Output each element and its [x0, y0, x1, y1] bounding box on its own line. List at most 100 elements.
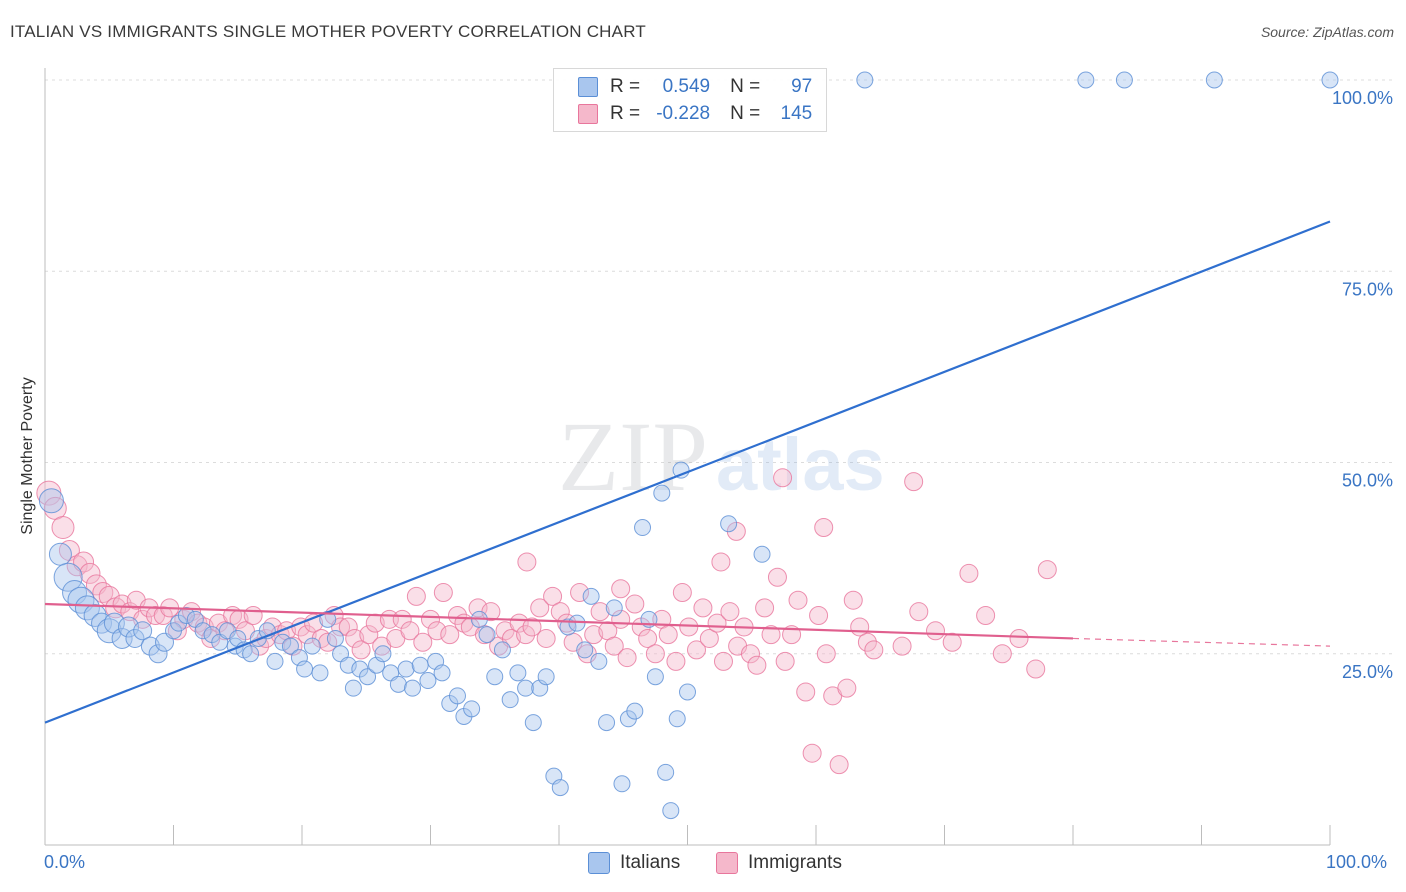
legend-item-immigrants[interactable]: Immigrants — [716, 852, 842, 874]
immigrants-point — [645, 644, 665, 664]
italians-point — [389, 675, 407, 693]
immigrants-point — [543, 586, 563, 606]
italians-point — [613, 775, 631, 793]
italians-point — [433, 664, 451, 682]
immigrants-point — [679, 617, 699, 637]
immigrants-point — [604, 636, 624, 656]
italians-point — [326, 629, 344, 647]
immigrants-point — [658, 625, 678, 645]
italians-point — [194, 622, 212, 640]
immigrants-point — [666, 651, 686, 671]
immigrants-trend-line — [44, 602, 1074, 640]
italians-point — [634, 519, 652, 537]
y-tick-label: 100.0% — [1332, 88, 1393, 108]
italians-point — [598, 714, 616, 732]
immigrants-point — [557, 613, 577, 633]
immigrants-point — [788, 590, 808, 610]
italians-point — [48, 542, 72, 566]
immigrants-point — [699, 628, 719, 648]
italians-point — [448, 687, 466, 705]
immigrants-point — [338, 617, 358, 637]
italians-point — [646, 668, 664, 686]
legend-n-label: N = — [730, 103, 761, 124]
italians-point — [493, 641, 511, 659]
italians-point — [509, 664, 527, 682]
italians-point — [133, 621, 153, 641]
italians-point — [478, 626, 496, 644]
immigrants-point — [1026, 659, 1046, 679]
immigrants-point — [992, 644, 1012, 664]
immigrants-point — [73, 551, 95, 573]
immigrants-point — [802, 743, 822, 763]
immigrants-legend-swatch — [716, 852, 738, 874]
immigrants-point — [843, 590, 863, 610]
italians-point — [148, 644, 168, 664]
italians-point — [582, 587, 600, 605]
italians-point — [486, 668, 504, 686]
legend-n-label: N = — [730, 76, 761, 97]
immigrants-point — [570, 583, 590, 603]
immigrants-point — [761, 625, 781, 645]
immigrants-point — [243, 606, 263, 625]
italians-point — [662, 802, 680, 820]
italians-point — [281, 637, 299, 655]
x-tick-max: 100.0% — [1326, 852, 1388, 872]
italians-point — [91, 612, 113, 634]
italians-point — [103, 612, 125, 634]
source-label: Source: ZipAtlas.com — [1260, 24, 1394, 40]
italians-point — [242, 645, 260, 663]
immigrants-point — [433, 583, 453, 603]
y-tick-labels: 25.0% 50.0% 75.0% 100.0% — [1332, 88, 1393, 682]
immigrants-point — [440, 625, 460, 645]
italians-point — [344, 679, 362, 697]
immigrants-point — [959, 563, 979, 583]
immigrants-point — [672, 583, 692, 603]
immigrants-point — [297, 625, 317, 645]
immigrants-point — [421, 609, 440, 629]
italians-point — [626, 702, 644, 720]
axes — [44, 68, 1331, 846]
italians-point — [679, 683, 696, 701]
legend-item-italians[interactable]: Italians — [588, 852, 680, 874]
immigrants-point — [755, 598, 775, 618]
immigrants-legend-label: Immigrants — [748, 852, 842, 873]
italians-point — [657, 763, 675, 781]
italians-point — [274, 633, 292, 651]
immigrants-point — [942, 632, 962, 652]
immigrants-point — [892, 636, 912, 656]
italians-point — [404, 679, 422, 697]
italians-point — [53, 562, 83, 592]
immigrants-point — [686, 640, 706, 660]
immigrants-point — [345, 628, 365, 648]
italians-point — [1321, 71, 1339, 89]
legend-n-value: 97 — [791, 76, 813, 97]
immigrants-point — [1009, 628, 1029, 648]
italians-point — [374, 645, 392, 663]
italians-point — [720, 515, 738, 533]
italians-point — [397, 660, 415, 678]
legend-n-value: 145 — [780, 103, 813, 124]
immigrants-point — [711, 552, 731, 572]
watermark: ZIP atlas — [558, 401, 885, 512]
immigrants-point — [406, 586, 426, 606]
immigrants-point — [747, 655, 767, 675]
immigrants-point — [837, 678, 857, 698]
immigrants-point — [530, 598, 550, 618]
immigrants-point — [909, 602, 929, 622]
immigrants-point — [590, 602, 610, 622]
italians-point — [517, 679, 535, 697]
immigrants-point — [693, 598, 713, 618]
immigrants-point — [926, 621, 946, 641]
trend-lines — [44, 220, 1331, 724]
legend-r-value: 0.549 — [662, 76, 711, 97]
italians-point — [177, 607, 195, 624]
immigrants-point — [767, 567, 787, 587]
italians-point — [463, 700, 481, 718]
italians-point — [551, 779, 569, 797]
italians-point — [524, 714, 542, 732]
immigrants-point — [318, 632, 338, 652]
italians-point — [576, 641, 594, 659]
italians-point — [140, 636, 160, 656]
italians-point — [1077, 71, 1095, 89]
italians-trend-line — [44, 220, 1331, 724]
